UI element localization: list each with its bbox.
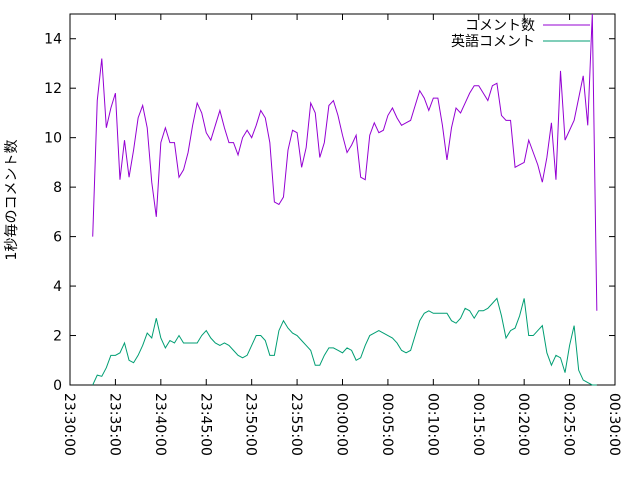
x-tick-label: 00:00:00: [334, 393, 350, 456]
y-tick-label: 14: [44, 32, 62, 48]
x-tick-label: 00:05:00: [379, 393, 395, 456]
y-axis-label: 1秒毎のコメント数: [4, 140, 20, 261]
y-tick-label: 10: [44, 131, 62, 147]
x-tick-label: 23:45:00: [197, 393, 213, 456]
x-tick-label: 00:10:00: [424, 393, 440, 456]
x-tick-label: 00:25:00: [561, 393, 577, 456]
y-tick-label: 8: [53, 180, 62, 196]
series-line: [92, 13, 598, 311]
x-tick-label: 00:15:00: [470, 393, 486, 456]
y-tick-label: 4: [53, 279, 62, 295]
y-tick-label: 0: [53, 378, 62, 394]
legend-label: 英語コメント: [451, 33, 535, 50]
x-tick-label: 23:30:00: [61, 393, 77, 456]
x-tick-label: 00:30:00: [606, 393, 622, 456]
legend-label: コメント数: [465, 18, 535, 34]
series-line: [92, 297, 597, 386]
x-tick-label: 23:50:00: [243, 393, 259, 456]
y-tick-label: 2: [53, 329, 62, 345]
plot-border: [69, 13, 616, 386]
x-tick-label: 23:35:00: [106, 393, 122, 456]
y-tick-label: 6: [53, 230, 62, 246]
x-tick-label: 23:40:00: [152, 393, 168, 456]
x-tick-label: 23:55:00: [288, 393, 304, 456]
x-tick-label: 00:20:00: [515, 393, 531, 456]
y-tick-label: 12: [44, 81, 62, 97]
